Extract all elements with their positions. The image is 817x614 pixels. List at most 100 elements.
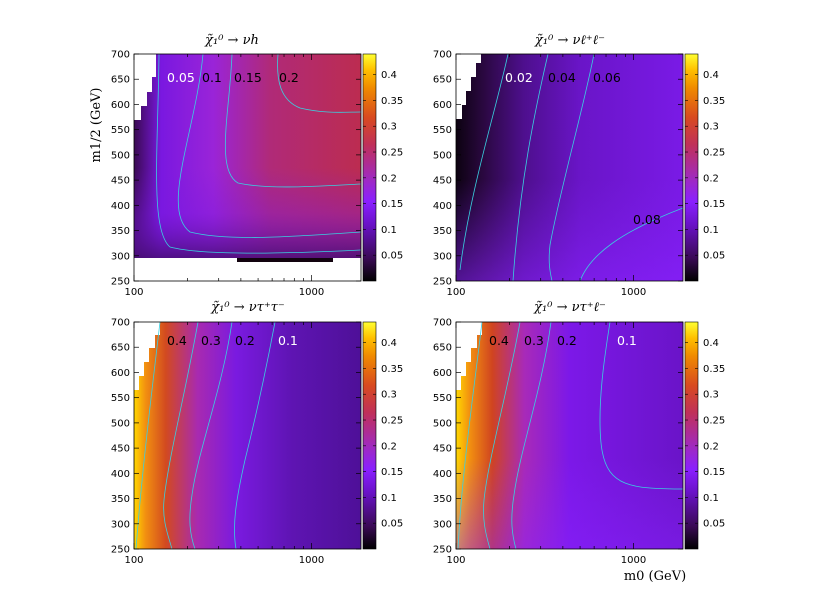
colorbar3-tick-label: 0.2 <box>381 441 397 452</box>
panel4-ytick-label: 600 <box>433 368 452 379</box>
panel1-excluded-bottom <box>134 258 361 281</box>
panel1-contour-0.05 <box>156 54 361 254</box>
panel2-contour-label-0.06: 0.06 <box>593 70 621 85</box>
panel3-ytick-label: 650 <box>111 343 130 354</box>
panel2-ytick-label: 450 <box>433 176 452 187</box>
colorbar1-tick-label: 0.3 <box>381 122 397 133</box>
panel2-frame <box>455 53 684 282</box>
panel1-ytick-label: 450 <box>111 176 130 187</box>
panel2-contour-0.08 <box>579 207 683 281</box>
colorbar4-tick-label: 0.1 <box>703 493 719 504</box>
panel1-contour-0.2 <box>277 54 361 113</box>
colorbar4-tick-label: 0.15 <box>703 467 725 478</box>
panel2-xtick-label: 100 <box>446 287 465 298</box>
colorbar3-tick-label: 0.4 <box>381 338 397 349</box>
panel-nu-taul <box>455 321 684 550</box>
colorbar2-tick-label: 0.1 <box>703 225 719 236</box>
panel4-contour-label-0.2: 0.2 <box>557 333 577 348</box>
panel2-ytick-label: 350 <box>433 226 452 237</box>
colorbar4-tick-label: 0.25 <box>703 416 725 427</box>
panel1-contour-label-0.1: 0.1 <box>202 70 222 85</box>
panel3-excluded-region <box>134 322 160 390</box>
panel4-ytick-label: 350 <box>433 494 452 505</box>
panel3-xtick-label: 100 <box>124 555 143 566</box>
panel2-title: χ̃₁⁰ → νℓ⁺ℓ⁻ <box>534 33 605 48</box>
colorbar1-tick-label: 0.2 <box>381 173 397 184</box>
colorbar3-tick-label: 0.05 <box>381 519 403 530</box>
colorbar-2 <box>684 53 699 282</box>
panel4-excluded-region <box>456 322 482 390</box>
panel3-contour-label-0.3: 0.3 <box>201 333 221 348</box>
y-axis-label: m1/2 (GeV) <box>89 88 104 163</box>
colorbar4-tick-label: 0.3 <box>703 390 719 401</box>
panel1-ytick-label: 550 <box>111 125 130 136</box>
panel2-contour-0.04 <box>512 54 549 281</box>
panel3-ytick-label: 600 <box>111 368 130 379</box>
panel2-ytick-label: 650 <box>433 75 452 86</box>
panel1-title: χ̃₁⁰ → νh <box>204 33 259 48</box>
colorbar1-tick-label: 0.05 <box>381 251 403 262</box>
panel4-ytick-label: 300 <box>433 519 452 530</box>
panel1-ytick-label: 600 <box>111 100 130 111</box>
panel-nu-ll <box>455 53 684 282</box>
panel1-contour-0.15 <box>225 54 361 188</box>
panel-nu-h <box>133 53 362 282</box>
panel1-contour-0.1 <box>177 54 361 238</box>
panel2-ytick-label: 300 <box>433 251 452 262</box>
panel2-ytick-label: 250 <box>433 277 452 288</box>
colorbar4-tick-label: 0.35 <box>703 364 725 375</box>
panel2-contour-label-0.08: 0.08 <box>633 212 661 227</box>
colorbar3-tick-label: 0.35 <box>381 364 403 375</box>
panel1-xtick-label: 100 <box>124 287 143 298</box>
panel4-ytick-label: 700 <box>433 318 452 329</box>
panel4-contour-0.1 <box>599 322 683 490</box>
panel1-frame <box>133 53 362 282</box>
panel1-ytick-label: 400 <box>111 201 130 212</box>
panel3-contour-0.4 <box>135 322 161 549</box>
panel3-ytick-label: 700 <box>111 318 130 329</box>
panel4-contour-label-0.1: 0.1 <box>617 333 637 348</box>
panel1-ytick-label: 350 <box>111 226 130 237</box>
panel1-ytick-label: 700 <box>111 50 130 61</box>
panel1-excluded-region <box>134 54 156 120</box>
colorbar2-tick-label: 0.4 <box>703 70 719 81</box>
panel2-ytick-label: 550 <box>433 125 452 136</box>
colorbar-1 <box>362 53 377 282</box>
colorbar-3 <box>362 321 377 550</box>
colorbar2-tick-label: 0.15 <box>703 199 725 210</box>
panel4-contour-0.4 <box>457 322 483 549</box>
colorbar1-tick-label: 0.1 <box>381 225 397 236</box>
panel3-contour-0.3 <box>163 322 199 549</box>
panel2-contour-0.06 <box>548 54 595 281</box>
panel4-ytick-label: 650 <box>433 343 452 354</box>
panel-nu-tautau <box>133 321 362 550</box>
colorbar2-tick-label: 0.2 <box>703 173 719 184</box>
panel4-ytick-label: 450 <box>433 444 452 455</box>
panel1-ytick-label: 300 <box>111 251 130 262</box>
panel2-ytick-label: 600 <box>433 100 452 111</box>
colorbar-4 <box>684 321 699 550</box>
panel4-contour-0.3 <box>483 322 521 549</box>
panel4-ytick-label: 550 <box>433 393 452 404</box>
colorbar3-tick-label: 0.15 <box>381 467 403 478</box>
colorbar2-tick-label: 0.05 <box>703 251 725 262</box>
colorbar3-tick-label: 0.1 <box>381 493 397 504</box>
panel3-contour-label-0.2: 0.2 <box>235 333 255 348</box>
panel1-contour-label-0.2: 0.2 <box>279 70 299 85</box>
panel2-contour-0.02 <box>459 54 509 271</box>
panel1-dark-strip <box>237 258 333 262</box>
panel3-contour-label-0.1: 0.1 <box>278 333 298 348</box>
colorbar1-tick-label: 0.25 <box>381 148 403 159</box>
panel4-contour-label-0.4: 0.4 <box>489 333 509 348</box>
panel4-ytick-label: 500 <box>433 418 452 429</box>
colorbar2-tick-label: 0.35 <box>703 96 725 107</box>
panel4-ytick-label: 250 <box>433 545 452 556</box>
colorbar3-tick-label: 0.25 <box>381 416 403 427</box>
panel1-contour-label-0.05: 0.05 <box>167 70 195 85</box>
panel3-ytick-label: 350 <box>111 494 130 505</box>
panel3-title: χ̃₁⁰ → ντ⁺τ⁻ <box>210 300 284 315</box>
panel2-ytick-label: 500 <box>433 150 452 161</box>
axis-ticks: 250 300 350 400 450 500 550 600 650 700 100 1000 0.0… <box>111 50 725 567</box>
panel3-ytick-label: 400 <box>111 469 130 480</box>
panel1-heatmap-shade <box>134 54 361 281</box>
